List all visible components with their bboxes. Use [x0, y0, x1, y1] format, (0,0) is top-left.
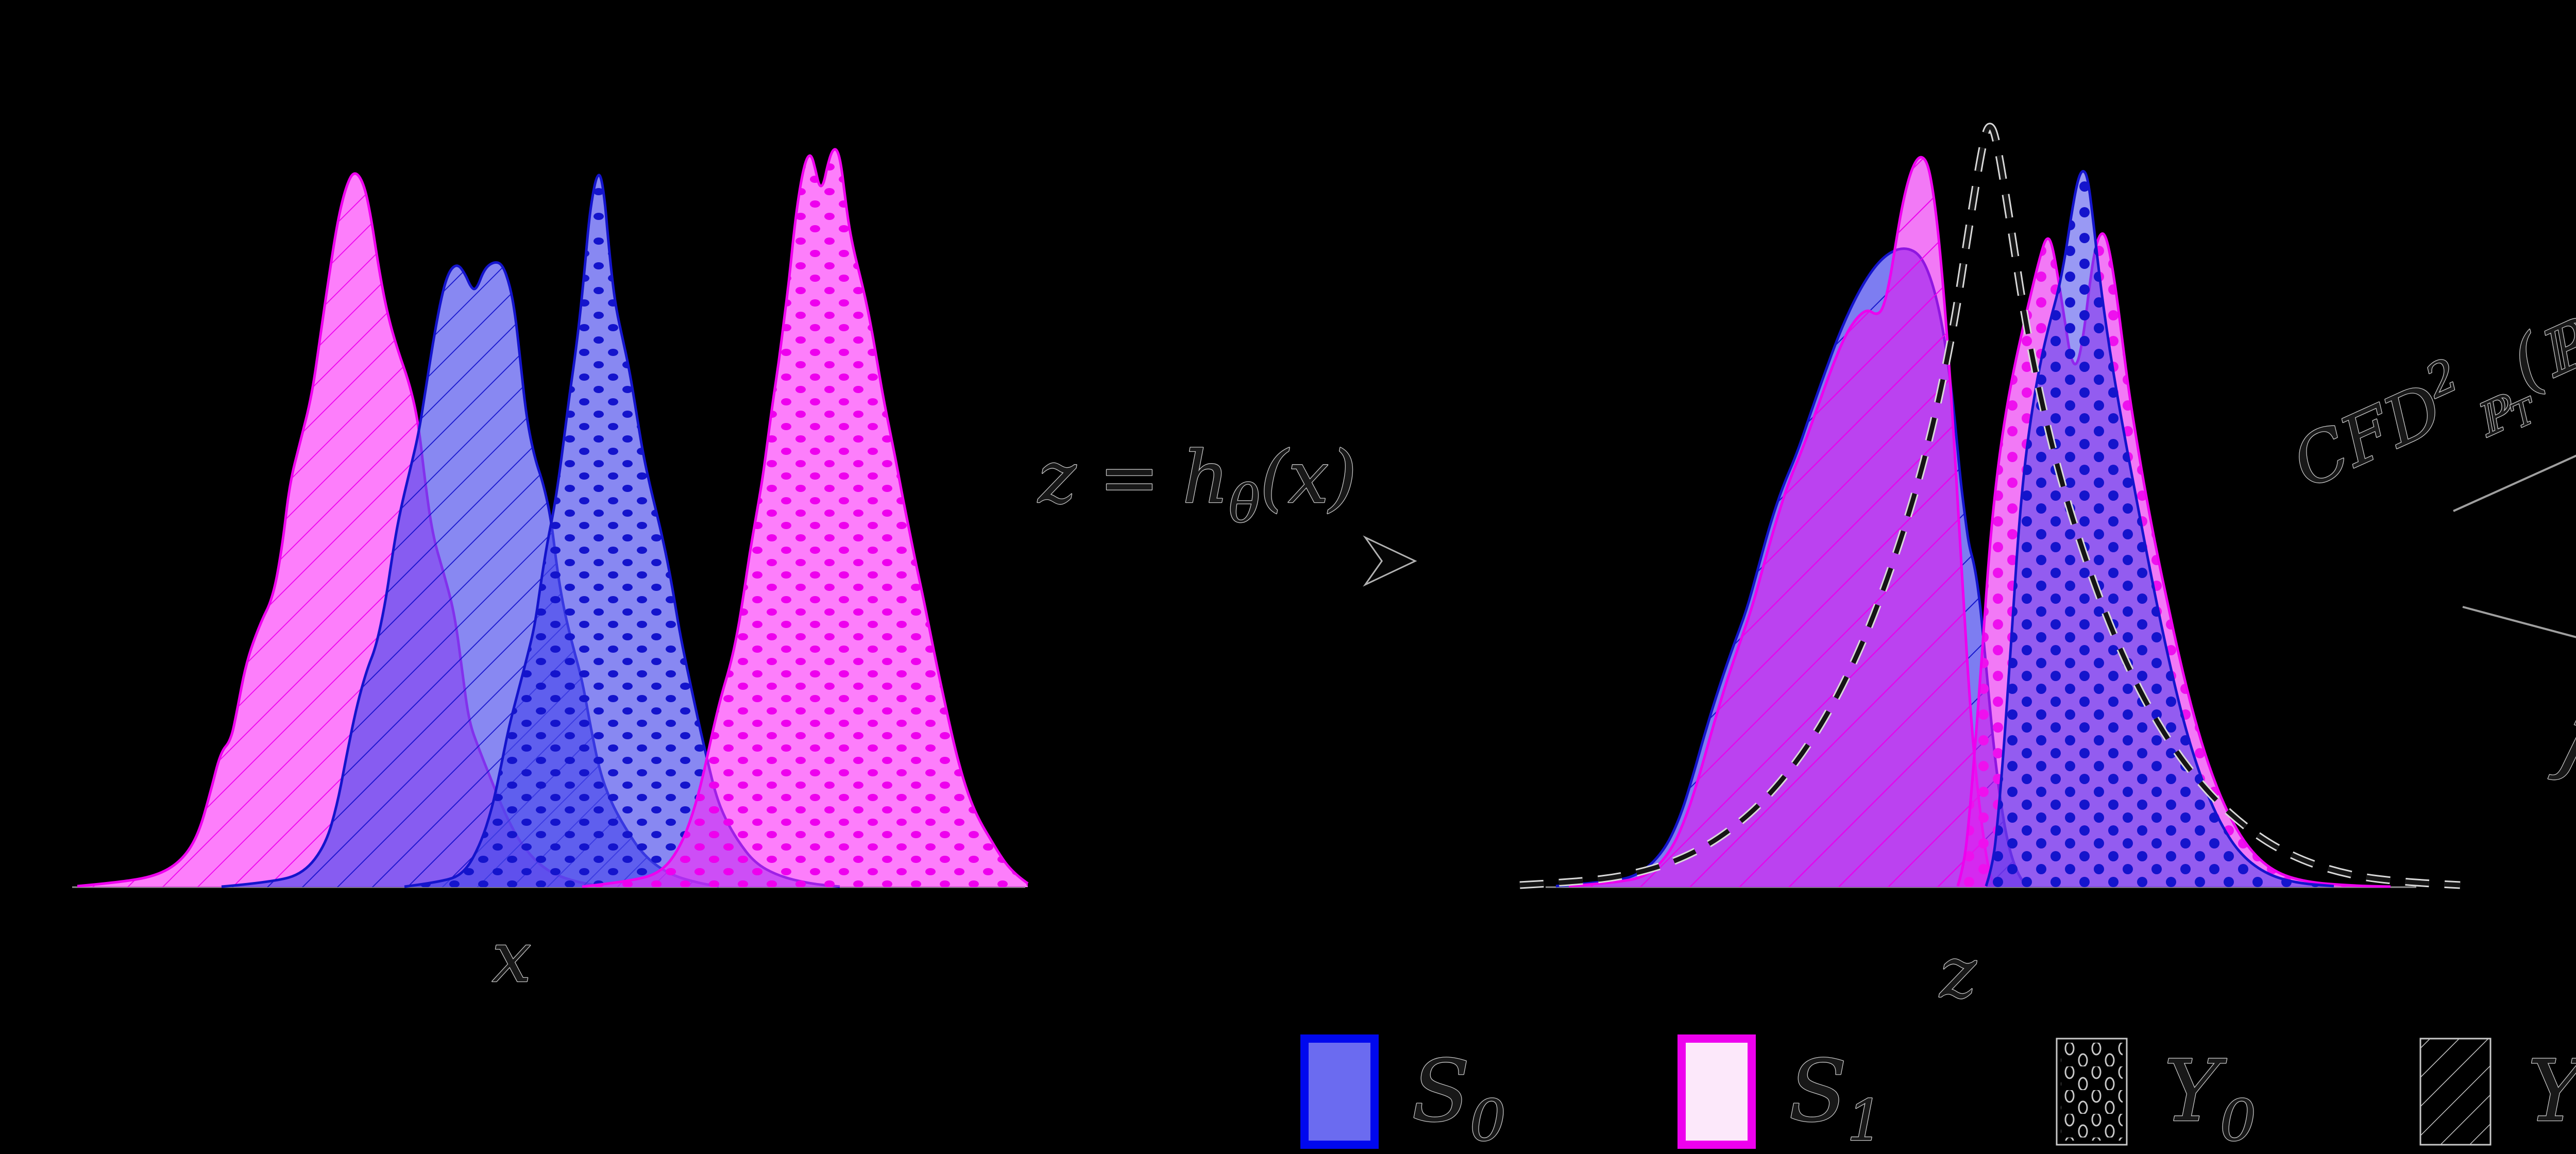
legend-item-y0: Y0	[2056, 1038, 2257, 1154]
legend: S0 S1 Y0 Y1	[1300, 1034, 2576, 1154]
legend-item-y1: Y1	[2419, 1038, 2576, 1153]
classifier-arrow-shaft	[2462, 606, 2576, 638]
legend-label-y1: Y1	[2528, 1042, 2576, 1153]
pattern-S1-Y1	[77, 173, 598, 888]
pattern-S1-Y1	[1569, 157, 1994, 888]
cfd-arrow-shaft	[2453, 454, 2576, 512]
legend-item-s0: S0	[1300, 1034, 1506, 1154]
legend-label-y0: Y0	[2164, 1042, 2256, 1153]
legend-swatch-s0	[1300, 1034, 1379, 1149]
axis-label-x: x	[492, 917, 531, 998]
pattern-S0-Y0	[404, 175, 840, 887]
encoder-label: z = hθ(x)	[1037, 436, 1357, 534]
cfd-label: CFD2ℙT(ℙZ|S, ℙN(0,1))	[2278, 166, 2576, 525]
outline-S0-Y0	[1985, 169, 2334, 888]
legend-swatch-y1	[2419, 1038, 2492, 1146]
outline-S0-Y0	[404, 174, 840, 888]
panel-latent-space	[1519, 123, 2461, 889]
panel-input-space	[72, 148, 1029, 888]
curve-N01-target	[1519, 124, 2461, 888]
encoder-arrow-head	[1363, 535, 1417, 587]
outline-S1-Y0	[582, 148, 1029, 888]
pattern-S1-Y0	[582, 149, 1028, 887]
pattern-S0-Y1	[222, 262, 719, 887]
legend-item-s1: S1	[1677, 1034, 1884, 1154]
legend-label-s0: S0	[1412, 1042, 1506, 1153]
outline-S1-Y1	[1568, 156, 1995, 888]
pattern-S0-Y0	[1986, 171, 2334, 888]
axis-label-z-latent: z	[1939, 932, 1977, 1013]
legend-swatch-s1	[1677, 1034, 1756, 1149]
arrow-layer	[1363, 454, 2576, 638]
classifier-label: fβ(z)	[2543, 683, 2576, 844]
legend-label-s1: S1	[1789, 1042, 1883, 1153]
legend-swatch-y0	[2061, 1043, 2123, 1141]
